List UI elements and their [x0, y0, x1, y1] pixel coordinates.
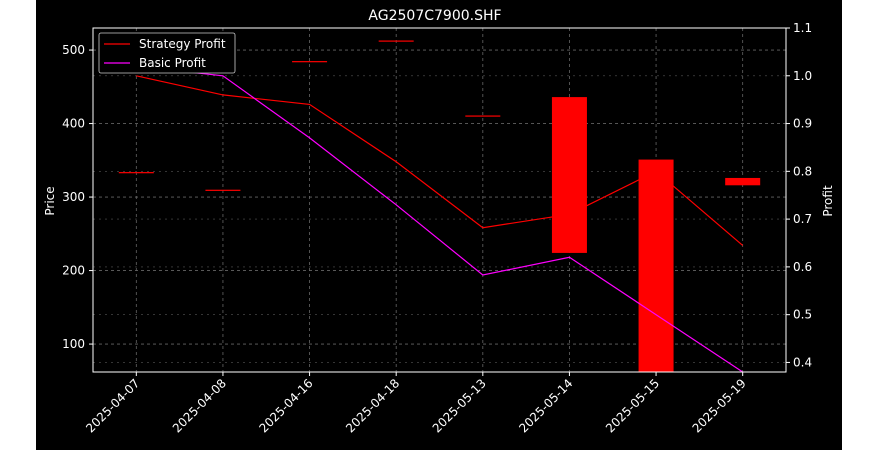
- series-line-0: [136, 75, 744, 246]
- x-tick-label: 2025-05-14: [516, 376, 575, 435]
- y-tick-label-right: 0.5: [793, 308, 812, 322]
- y-tick-label-right: 0.6: [793, 260, 812, 274]
- y-tick-label-right: 1.1: [793, 21, 812, 35]
- x-tick-label: 2025-04-18: [343, 376, 402, 435]
- legend: Strategy Profit Basic Profit: [98, 32, 236, 74]
- candles-group: [118, 40, 761, 372]
- grid-lines: [93, 27, 786, 372]
- candle-2025-05-19: [725, 177, 761, 186]
- chart-title: AG2507C7900.SHF: [368, 8, 501, 24]
- candle-2025-05-13: [465, 115, 501, 117]
- axes-ticks: 100 200 300 400 500 0.4 0.5 0.6 0.7 0.8 0.9 1.0 1.1 2…: [62, 21, 812, 435]
- y-tick-label-right: 0.4: [793, 355, 812, 369]
- x-tick-label: 2025-04-16: [256, 376, 315, 435]
- chart-svg: AG2507C7900.SHF Price Profit 100 200 300 40…: [43, 8, 835, 435]
- y-tick-label-left: 200: [62, 264, 85, 278]
- y-tick-label-right: 0.7: [793, 212, 812, 226]
- candle-2025-05-15: [638, 159, 674, 372]
- y-tick-label-left: 100: [62, 337, 85, 351]
- candle-2025-05-14: [551, 97, 587, 253]
- y-axis-label-left: Price: [43, 186, 57, 215]
- x-tick-label: 2025-05-13: [430, 376, 489, 435]
- y-tick-label-left: 300: [62, 190, 85, 204]
- chart-figure: AG2507C7900.SHF Price Profit 100 200 300 40…: [36, 0, 842, 450]
- plot-frame: [92, 27, 787, 373]
- y-tick-label-left: 400: [62, 117, 85, 131]
- series-lines: [136, 65, 744, 373]
- candle-2025-04-07: [118, 172, 154, 174]
- y-tick-label-right: 1.0: [793, 69, 812, 83]
- series-line-1: [136, 65, 744, 373]
- x-tick-label: 2025-04-07: [83, 376, 142, 435]
- x-tick-label: 2025-05-15: [603, 376, 662, 435]
- candle-2025-04-08: [205, 189, 241, 191]
- x-tick-label: 2025-04-08: [170, 376, 229, 435]
- candle-2025-04-16: [292, 61, 328, 63]
- y-axis-label-right: Profit: [821, 185, 835, 217]
- y-tick-label-right: 0.8: [793, 164, 812, 178]
- y-tick-label-left: 500: [62, 43, 85, 57]
- y-tick-label-right: 0.9: [793, 117, 812, 131]
- legend-label-strategy: Strategy Profit: [139, 37, 226, 51]
- candle-2025-04-18: [378, 40, 414, 42]
- x-tick-label: 2025-05-19: [690, 376, 749, 435]
- legend-box: [98, 32, 236, 74]
- legend-label-basic: Basic Profit: [139, 56, 206, 70]
